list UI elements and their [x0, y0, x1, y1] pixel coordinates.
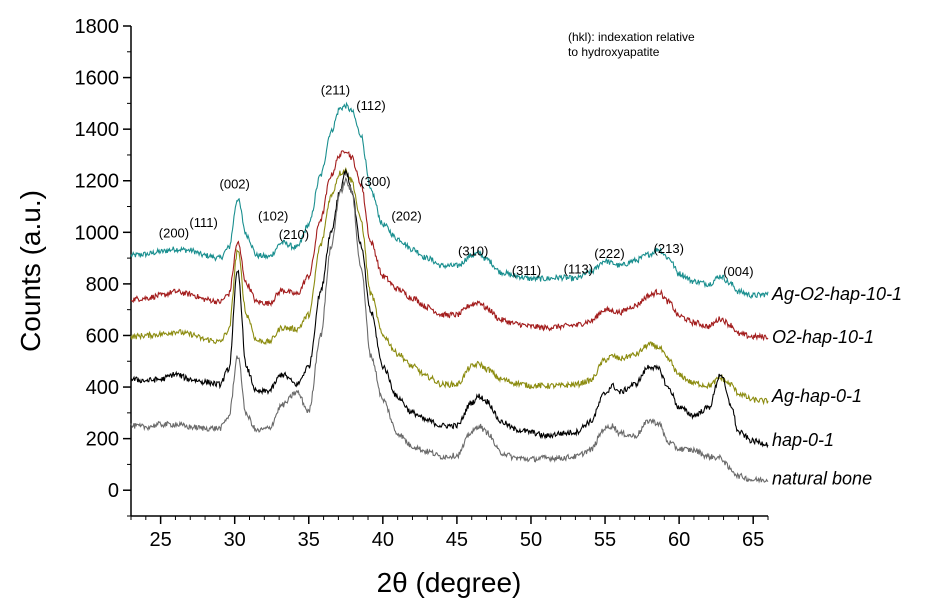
- series-layer: [130, 101, 769, 484]
- x-tick-label: 35: [298, 529, 320, 551]
- peak-label: (222): [594, 246, 624, 261]
- peak-label: (210): [279, 227, 309, 242]
- series-label: natural bone: [772, 469, 872, 489]
- series-line-1: [130, 150, 769, 342]
- peak-label: (311): [512, 263, 541, 278]
- x-axis-title: 2θ (degree): [377, 567, 522, 598]
- x-tick-label: 40: [372, 529, 394, 551]
- series-line-0: [130, 101, 769, 300]
- y-tick-label: 1000: [75, 222, 120, 244]
- series-label: Ag-hap-0-1: [771, 386, 862, 406]
- x-tick-label: 55: [594, 529, 616, 551]
- peak-label: (102): [258, 209, 288, 224]
- peak-label: (112): [356, 98, 385, 113]
- y-tick-label: 800: [86, 274, 119, 296]
- annotation-note-line-1: (hkl): indexation relative: [568, 30, 695, 44]
- peak-label: (111): [189, 215, 217, 230]
- peak-label: (002): [220, 176, 250, 191]
- y-tick-label: 1200: [75, 171, 120, 193]
- peak-label: (202): [391, 209, 421, 224]
- axis-ticks: 25 30 35 40 45 50 55 60 65 0 200 400 600 800 1000 1200 1…: [75, 16, 769, 551]
- x-tick-label: 65: [742, 529, 764, 551]
- series-line-4: [130, 176, 769, 484]
- peak-label: (213): [654, 241, 684, 256]
- peak-label: (113): [564, 262, 593, 277]
- y-tick-label: 600: [86, 325, 119, 347]
- series-label: hap-0-1: [772, 430, 834, 450]
- peak-label: (211): [321, 82, 350, 97]
- series-line-2: [130, 166, 769, 406]
- x-tick-label: 45: [446, 529, 468, 551]
- x-tick-label: 30: [224, 529, 246, 551]
- x-tick-label: 60: [668, 529, 690, 551]
- x-tick-label: 50: [520, 529, 542, 551]
- y-tick-label: 200: [86, 429, 119, 451]
- y-tick-label: 0: [108, 480, 119, 502]
- x-tick-label: 25: [150, 529, 172, 551]
- y-tick-label: 400: [86, 377, 119, 399]
- peak-label: (004): [723, 264, 753, 279]
- series-label-layer: Ag-O2-hap-10-1 O2-hap-10-1 Ag-hap-0-1 hap-0…: [771, 284, 902, 488]
- y-tick-label: 1600: [75, 68, 120, 90]
- series-label: Ag-O2-hap-10-1: [771, 284, 902, 304]
- series-label: O2-hap-10-1: [772, 327, 874, 347]
- peak-label-layer: (200)(111) (002) (102) (210) (211) (112) (300)…: [159, 82, 754, 279]
- series-line-3: [130, 168, 769, 449]
- peak-label: (300): [360, 174, 390, 189]
- annotation-note-line-2: to hydroxyapatite: [568, 45, 660, 59]
- peak-label: (200): [159, 225, 189, 240]
- y-axis-title: Counts (a.u.): [15, 190, 46, 352]
- peak-label: (310): [458, 244, 488, 259]
- y-tick-label: 1400: [75, 119, 120, 141]
- y-tick-label: 1800: [75, 16, 120, 38]
